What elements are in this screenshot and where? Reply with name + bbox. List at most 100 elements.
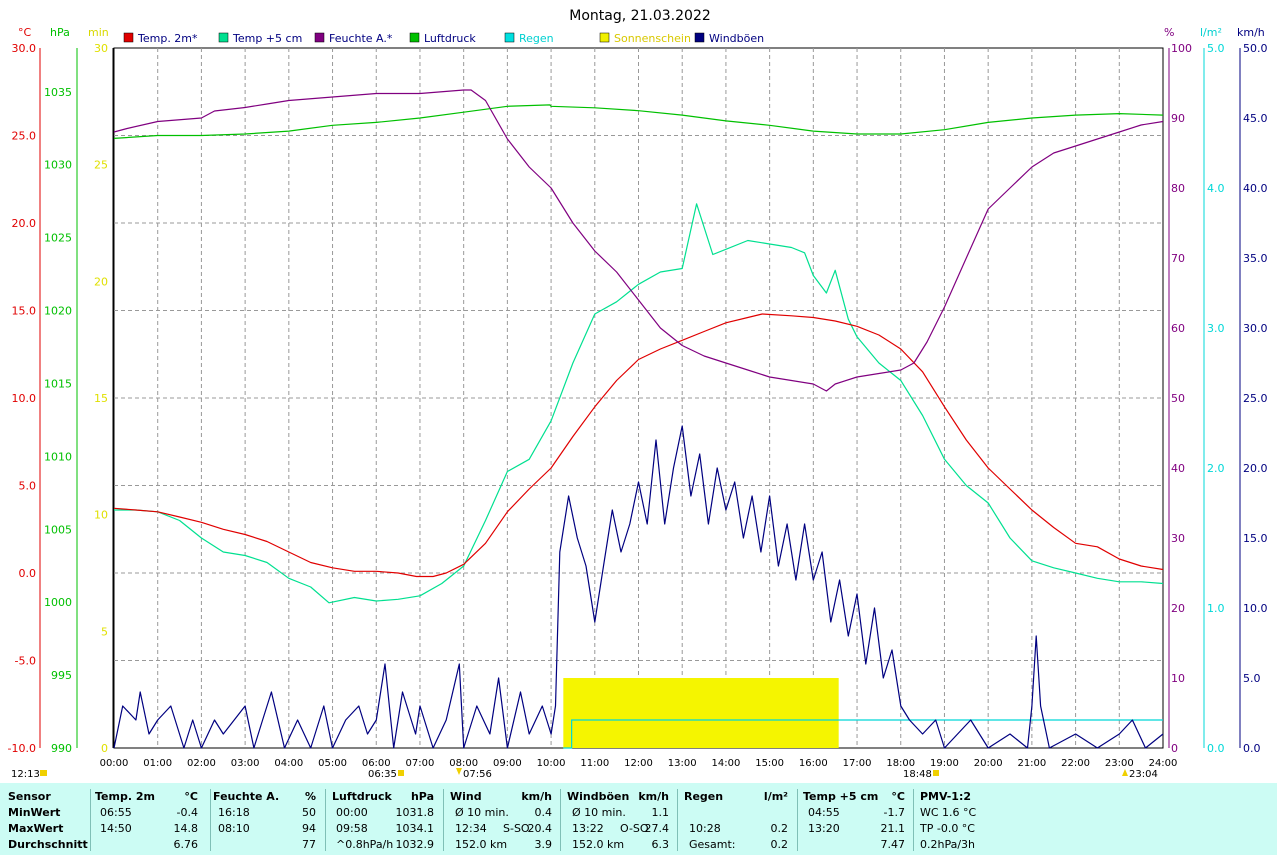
temp2m-time: 14:50 <box>100 822 132 835</box>
wind-tick-label: 40.0 <box>1243 182 1268 195</box>
wind-direction: S-SO <box>503 822 530 835</box>
rain-axis-unit: l/m² <box>1200 26 1222 39</box>
humidity-tick-label: 40 <box>1171 462 1185 475</box>
time-tick-label: 24:00 <box>1149 758 1178 769</box>
moonrise-mark <box>1122 769 1128 776</box>
legend-label: Luftdruck <box>424 32 476 45</box>
pressure-time: 00:00 <box>336 806 368 819</box>
temp-tick-label: 5.0 <box>19 480 37 493</box>
sunshine-bar <box>563 678 839 748</box>
column-separator <box>325 789 326 851</box>
humidity-tick-label: 90 <box>1171 112 1185 125</box>
pmv-value: 0.2hPa/3h <box>920 838 976 851</box>
time-tick-label: 12:00 <box>624 758 653 769</box>
rain-time: 10:28 <box>689 822 721 835</box>
weather-chart: Montag, 21.03.2022 °C hPa min % l/m² km/… <box>8 8 1268 780</box>
gust-value: 6.3 <box>651 838 670 851</box>
time-tick-label: 09:00 <box>493 758 522 769</box>
chart-title: Montag, 21.03.2022 <box>569 8 711 24</box>
pressure-tick-label: 995 <box>51 669 72 682</box>
temp-tick-label: 0.0 <box>19 567 37 580</box>
header-gusts: Windböen <box>567 790 630 803</box>
sun-tick-label: 20 <box>94 275 108 288</box>
statistics-table: Sensor Temp. 2m °C Feuchte A.% Luftdruck hPa W… <box>0 783 1277 855</box>
legend-label: Feuchte A.* <box>329 32 393 45</box>
rain-tick-label: 1.0 <box>1207 602 1225 615</box>
wind-value: 3.9 <box>534 838 553 851</box>
wind-tick-label: 25.0 <box>1243 392 1268 405</box>
wind-tick-label: 20.0 <box>1243 462 1268 475</box>
wind-tick-label: 15.0 <box>1243 532 1268 545</box>
temp5-value: 7.47 <box>880 838 906 851</box>
gust-value: 1.1 <box>651 806 670 819</box>
header-wind: Wind <box>450 790 482 803</box>
header-temp5: Temp +5 cm <box>803 790 879 803</box>
time-tick-label: 21:00 <box>1017 758 1046 769</box>
time-tick-label: 11:00 <box>580 758 609 769</box>
temp-tick-label: 15.0 <box>12 305 37 318</box>
row-label: Durchschnitt <box>8 838 88 851</box>
time-tick-label: 23:00 <box>1105 758 1134 769</box>
legend-swatch <box>218 32 229 43</box>
pressure-value: 1034.1 <box>395 822 435 835</box>
humidity-value: 50 <box>302 806 316 819</box>
humidity-tick-label: 60 <box>1171 322 1185 335</box>
time-tick-label: 20:00 <box>974 758 1003 769</box>
gust-time: Ø 10 min. <box>572 806 626 819</box>
header-wind-unit: km/h <box>521 790 552 803</box>
legend-swatch <box>123 32 134 43</box>
pressure-tick-label: 1005 <box>44 523 72 536</box>
header-rain-unit: l/m² <box>763 790 788 803</box>
legend-swatch <box>504 32 515 43</box>
moonset-label: 12:13 <box>11 769 40 780</box>
humidity-tick-label: 70 <box>1171 252 1185 265</box>
header-sensor: Sensor <box>8 790 51 803</box>
wind-tick-label: 35.0 <box>1243 252 1268 265</box>
time-tick-label: 07:00 <box>406 758 435 769</box>
humidity-tick-label: 50 <box>1171 392 1185 405</box>
column-separator <box>677 789 678 851</box>
temp2m-value: 6.76 <box>173 838 199 851</box>
wind-tick-label: 5.0 <box>1243 672 1261 685</box>
sun-axis-unit: min <box>88 26 109 39</box>
humidity-value: 77 <box>302 838 316 851</box>
legend-label: Regen <box>519 32 554 45</box>
time-tick-label: 10:00 <box>537 758 566 769</box>
time-tick-label: 01:00 <box>143 758 172 769</box>
legend-label: Windböen <box>709 32 764 45</box>
temp-tick-label: 20.0 <box>12 217 37 230</box>
wind-tick-label: 10.0 <box>1243 602 1268 615</box>
pressure-tick-label: 1020 <box>44 305 72 318</box>
moonset-mark <box>40 770 47 776</box>
row-label: MinWert <box>8 806 61 819</box>
rain-tick-label: 2.0 <box>1207 462 1225 475</box>
column-separator <box>913 789 914 851</box>
wind-tick-label: 45.0 <box>1243 112 1268 125</box>
series-line-regen <box>563 719 1163 749</box>
pmv-value: TP -0.0 °C <box>920 822 975 835</box>
pressure-tick-label: 1025 <box>44 232 72 245</box>
time-tick-label: 19:00 <box>930 758 959 769</box>
legend-swatch <box>314 32 325 43</box>
humidity-time: 08:10 <box>218 822 250 835</box>
column-separator <box>90 789 91 851</box>
pressure-axis-unit: hPa <box>50 26 70 39</box>
rain-value: 0.2 <box>770 822 789 835</box>
gust-time: 13:22 <box>572 822 604 835</box>
pressure-tick-label: 990 <box>51 742 72 755</box>
humidity-tick-label: 30 <box>1171 532 1185 545</box>
time-tick-label: 05:00 <box>318 758 347 769</box>
humidity-tick-label: 100 <box>1171 42 1192 55</box>
header-temp5-unit: °C <box>891 790 905 803</box>
time-tick-label: 04:00 <box>274 758 303 769</box>
wind-time: Ø 10 min. <box>455 806 509 819</box>
header-rain: Regen <box>684 790 724 803</box>
wind-tick-label: 0.0 <box>1243 742 1261 755</box>
time-tick-label: 13:00 <box>668 758 697 769</box>
wind-value: 0.4 <box>534 806 553 819</box>
temp2m-value: 14.8 <box>173 822 199 835</box>
wind-tick-label: 30.0 <box>1243 322 1268 335</box>
sunset-label: 18:48 <box>903 769 932 780</box>
pressure-tick-label: 1035 <box>44 86 72 99</box>
time-tick-label: 14:00 <box>712 758 741 769</box>
